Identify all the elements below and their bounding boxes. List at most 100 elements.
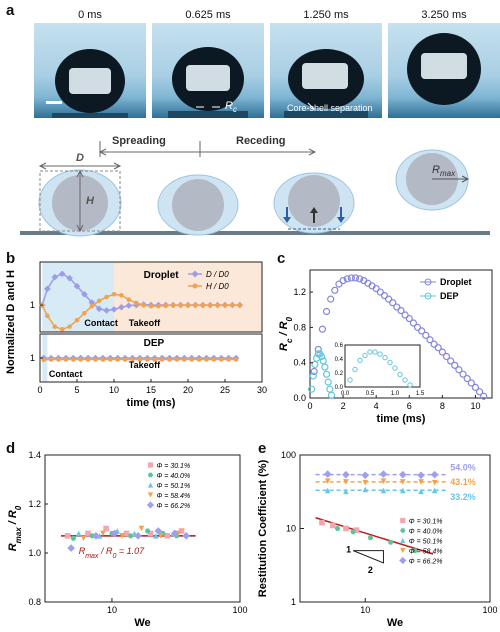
legend-marker: [400, 537, 406, 544]
point-bottom-h: [174, 357, 180, 362]
point-top-h: [119, 293, 124, 298]
point-droplet: [413, 323, 422, 331]
point-66-2: [379, 470, 388, 478]
frame-1-time-label: 0.625 ms: [185, 9, 231, 21]
point-top-h: [148, 303, 154, 309]
legend-label: Φ = 50.1%: [409, 539, 443, 546]
point-dep: [321, 363, 329, 371]
schematic: [20, 141, 490, 237]
slope-label-2: 2: [368, 565, 373, 575]
point-30-1: [178, 528, 185, 534]
point-58-4: [138, 525, 145, 532]
inset-point: [397, 371, 403, 378]
point-droplet: [351, 274, 360, 282]
point-66-2: [154, 527, 163, 535]
x-tick-label: 10: [109, 385, 119, 395]
x-tick-label: 10: [107, 605, 117, 615]
point-droplet: [409, 319, 418, 327]
point-droplet: [397, 307, 405, 315]
point-top-h: [222, 302, 228, 308]
point-40-0: [334, 526, 341, 531]
legend-label: H / D0: [206, 282, 229, 291]
point-top-h: [156, 303, 161, 309]
point-dep: [308, 385, 316, 393]
inset-x-tick-label: 1.5: [416, 391, 425, 397]
point-top-h: [141, 302, 146, 308]
point-66-2: [417, 471, 425, 480]
point-30-1: [343, 525, 349, 532]
point-40-0: [70, 535, 77, 541]
point-58-4: [399, 479, 406, 485]
inset-x-tick-label: 1.0: [391, 391, 400, 397]
rc-label: Rc: [225, 100, 237, 115]
frame-0: [34, 23, 146, 118]
frame-3: [388, 23, 500, 118]
y-tick-label: 1.0: [28, 548, 41, 558]
point-bottom-h: [211, 357, 217, 362]
legend-marker: [147, 462, 154, 468]
x-axis-title: We: [134, 617, 150, 629]
point-50-1: [343, 488, 349, 495]
legend-label: Φ = 40.0%: [156, 473, 190, 480]
point-66-2: [361, 471, 370, 480]
point-30-1: [164, 533, 170, 539]
y-tick-label: 100: [281, 450, 296, 460]
point-top-d: [118, 303, 125, 311]
x-axis-title: time (ms): [127, 397, 176, 409]
legend-marker: [399, 556, 407, 565]
point-droplet: [339, 276, 347, 285]
point-66-2: [342, 470, 350, 479]
inset-point: [347, 377, 353, 383]
point-58-4: [343, 479, 349, 485]
legend-marker: [424, 292, 432, 300]
point-droplet: [405, 314, 413, 323]
point-50-1: [418, 488, 424, 495]
point-bottom-h: [48, 357, 54, 362]
point-droplet: [376, 288, 384, 296]
point-66-2: [323, 470, 332, 478]
y-tick-label: 1.2: [293, 287, 306, 297]
point-top-d: [73, 282, 81, 290]
point-30-1: [353, 527, 360, 533]
point-40-0: [412, 548, 418, 554]
point-top-h: [52, 324, 58, 329]
legend-label: Droplet: [440, 277, 472, 287]
point-66-2: [171, 529, 179, 538]
point-bottom-h: [108, 357, 113, 362]
point-30-1: [123, 530, 130, 537]
legend-marker: [400, 547, 406, 554]
reference-label: 54.0%: [450, 463, 476, 473]
point-66-2: [110, 529, 119, 538]
legend-marker: [424, 278, 432, 286]
point-bottom-h: [78, 357, 83, 362]
point-top-h: [59, 327, 65, 332]
panel-a-letter: a: [6, 2, 15, 19]
point-58-4: [80, 535, 87, 542]
legend-label: Φ = 66.2%: [409, 559, 443, 566]
inset-point: [392, 365, 398, 371]
chart-e: 54.0% 43.1% 33.2% 1 2 10 100 1 10 100 We Restitutio…: [257, 450, 498, 629]
series-line-top-1: [41, 293, 240, 331]
point-top-h: [67, 324, 72, 329]
point-droplet: [434, 344, 442, 352]
x-tick-label: 20: [183, 385, 193, 395]
point-bottom-h: [189, 357, 194, 362]
point-58-4: [431, 479, 438, 486]
point-dep: [327, 391, 336, 399]
point-dep: [324, 378, 332, 386]
chart-c: 0 2 4 6 8 10 0.0 0.4 0.8 1.2 time (ms) Rc / R0 Dropl…: [278, 269, 493, 425]
point-40-0: [127, 533, 134, 539]
point-droplet: [380, 291, 389, 300]
y-axis-title: Normalized D and H: [5, 270, 17, 374]
legend-marker: [400, 517, 406, 524]
point-top-h: [237, 302, 243, 308]
x-tick-label: 25: [220, 385, 230, 395]
point-top-h: [133, 300, 139, 306]
legend-label: Φ = 66.2%: [156, 503, 190, 510]
legend-label: Φ = 50.1%: [156, 483, 190, 490]
point-droplet: [389, 299, 397, 307]
x-axis-title: We: [387, 617, 403, 629]
frame-2-time-label: 1.250 ms: [303, 9, 349, 21]
y-tick-label: 1: [30, 353, 35, 363]
point-bottom-h: [196, 357, 202, 362]
